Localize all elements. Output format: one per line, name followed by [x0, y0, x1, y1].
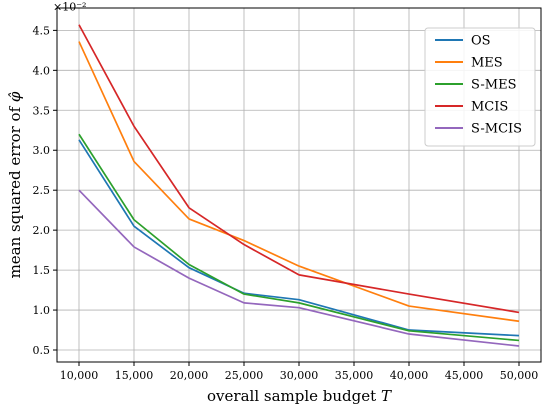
legend-label-mcis: MCIS [471, 100, 508, 115]
y-tick-label: 4.5 [33, 24, 51, 37]
legend-label-s-mcis: S-MCIS [471, 122, 522, 137]
x-tick-label: 30,000 [280, 369, 319, 382]
series-lines [78, 24, 520, 347]
legend-label-s-mes: S-MES [471, 78, 516, 93]
x-axis-ticks: 10,000 15,000 20,000 25,000 30,000 35,000 40,0… [60, 362, 539, 382]
y-tick-label: 3.5 [33, 104, 51, 117]
x-tick-label: 45,000 [445, 369, 484, 382]
y-tick-label: 1.5 [33, 264, 51, 277]
x-tick-label: 40,000 [390, 369, 429, 382]
series-line-s-mcis [78, 189, 520, 347]
y-axis-ticks: 0.5 1.0 1.5 2.0 2.5 3.0 3.5 4.0 4.5 [33, 24, 57, 357]
x-axis-label: overall sample budget T [207, 387, 392, 405]
y-tick-label: 3.0 [33, 144, 51, 157]
series-line-mcis [78, 24, 520, 314]
y-axis-scale-label: ×10⁻² [53, 1, 86, 14]
legend-label-mes: MES [471, 56, 503, 71]
y-tick-label: 0.5 [33, 344, 51, 357]
legend-label-os: OS [471, 34, 491, 49]
x-tick-label: 25,000 [225, 369, 264, 382]
series-line-mes [78, 41, 520, 323]
x-tick-label: 20,000 [170, 369, 209, 382]
y-tick-label: 4.0 [33, 64, 51, 77]
legend-box [424, 27, 536, 147]
series-line-s-mes [78, 133, 520, 342]
y-tick-label: 1.0 [33, 304, 51, 317]
x-tick-label: 10,000 [60, 369, 99, 382]
x-tick-label: 15,000 [115, 369, 154, 382]
legend: OS MES S-MES MCIS S-MCIS [424, 27, 536, 147]
y-tick-label: 2.0 [33, 224, 51, 237]
y-tick-label: 2.5 [33, 184, 51, 197]
grid-lines [57, 8, 541, 362]
x-tick-label: 35,000 [335, 369, 374, 382]
y-axis-label: mean squared error of φ̂ [6, 91, 24, 278]
x-tick-label: 50,000 [500, 369, 539, 382]
